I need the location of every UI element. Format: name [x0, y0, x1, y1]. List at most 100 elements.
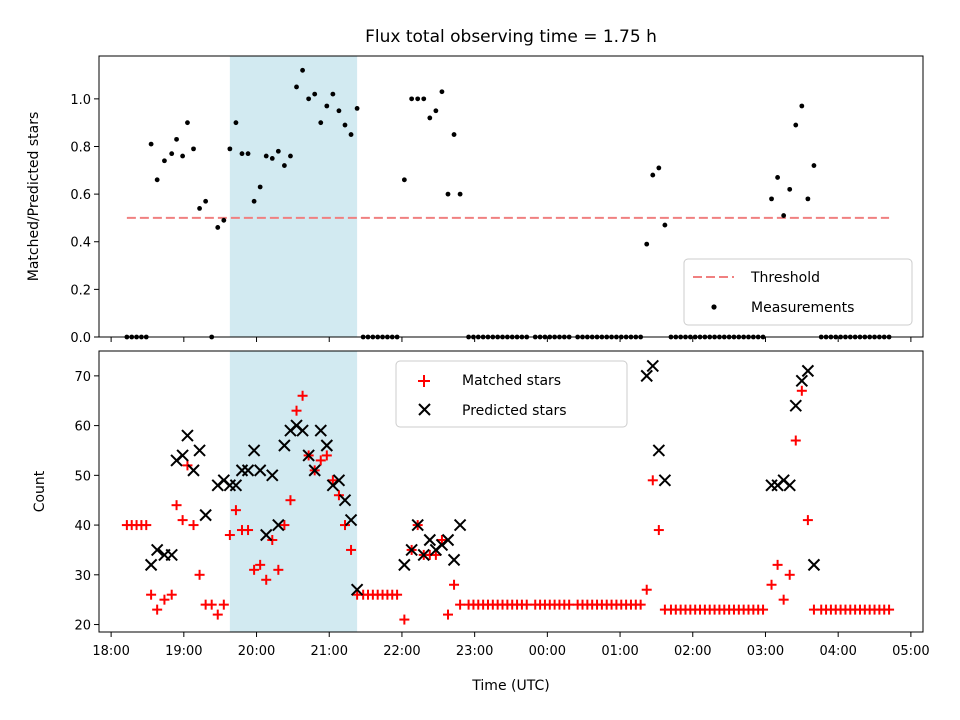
measurement-point: [451, 132, 457, 137]
matched-star-point: [339, 520, 350, 531]
top-axes-frame: [98, 55, 924, 338]
top-legend: Threshold Measurements: [683, 258, 913, 326]
matched-star-point: [171, 500, 182, 511]
measurement-point: [457, 191, 463, 197]
matched-star-point: [182, 460, 193, 471]
matched-star-point: [188, 520, 199, 531]
predicted-star-point: [447, 553, 461, 567]
y-tick-label: 1.0: [70, 93, 91, 108]
x-tick-label: 18:00: [92, 644, 129, 659]
top-y-ticks: 0.0 0.2 0.4 0.6 0.8 1.0: [70, 93, 99, 346]
matched-star-point: [790, 435, 801, 446]
x-tick-label: 03:00: [747, 644, 784, 659]
matched-star-point: [653, 525, 664, 536]
measurement-point: [421, 96, 427, 102]
matched-star-point: [218, 599, 229, 610]
predicted-star-point: [783, 479, 796, 492]
matched-star-point: [436, 534, 447, 545]
predicted-star-point: [344, 513, 358, 527]
measurement-point: [288, 153, 293, 159]
matched-star-point: [261, 574, 272, 585]
predicted-star-point: [658, 474, 672, 487]
predicted-star-point: [176, 449, 189, 462]
legend-threshold-label: Threshold: [750, 270, 820, 286]
top-legend-box: [683, 258, 913, 326]
predicted-star-point: [144, 558, 158, 572]
measurement-point: [263, 153, 269, 159]
measurement-point: [312, 91, 318, 97]
x-tick-label: 00:00: [529, 644, 566, 659]
predicted-star-point: [165, 548, 178, 562]
measurement-point: [245, 151, 251, 157]
matched-star-point: [392, 589, 403, 600]
predicted-star-point: [266, 469, 279, 482]
matched-star-point: [327, 475, 338, 486]
legend-matched-swatch: [418, 375, 430, 387]
y-tick-label: 40: [74, 519, 91, 534]
matched-star-point: [230, 505, 241, 516]
predicted-star-point: [807, 558, 821, 572]
matched-star-point: [647, 475, 658, 486]
predicted-star-point: [417, 548, 430, 562]
measurement-point: [148, 141, 154, 147]
matched-star-point: [449, 579, 460, 590]
matched-star-point: [279, 520, 290, 531]
measurement-point: [282, 163, 287, 168]
measurement-point: [154, 177, 160, 183]
measurement-point: [793, 122, 799, 128]
measurement-point: [330, 91, 336, 97]
measurement-point: [185, 120, 190, 126]
predicted-star-point: [338, 493, 352, 507]
measurement-point: [215, 225, 221, 230]
measurement-point: [439, 89, 445, 95]
predicted-star-point: [398, 558, 411, 572]
legend-predicted-swatch: [418, 403, 431, 416]
measurement-point: [197, 206, 202, 211]
predicted-star-point: [260, 528, 273, 542]
legend-matched-label: Matched stars: [462, 373, 561, 389]
measurement-point: [409, 96, 415, 102]
matched-star-point: [641, 584, 652, 595]
measurement-point: [162, 158, 167, 164]
measurement-point: [174, 136, 179, 142]
measurement-point: [318, 120, 324, 126]
measurement-point: [169, 151, 175, 157]
x-tick-label: 05:00: [892, 644, 929, 659]
matched-star-point: [521, 599, 532, 610]
measurement-point: [662, 222, 668, 228]
matched-star-point: [758, 604, 769, 615]
predicted-star-point: [765, 479, 778, 492]
matched-star-point: [146, 589, 157, 600]
bottom-legend-box: [395, 360, 628, 428]
matched-star-point: [442, 609, 453, 620]
measurement-point: [775, 175, 780, 180]
predicted-star-point: [423, 533, 437, 547]
measurement-point: [191, 146, 196, 152]
matched-star-point: [346, 544, 357, 555]
matched-star-point: [884, 604, 895, 615]
y-tick-label: 30: [74, 569, 91, 584]
bottom-panel: 20 30 40 50 60 70 18:00 19:00 20:00 21:00 22:00 23…: [32, 350, 930, 694]
measurement-point: [781, 213, 787, 218]
predicted-star-point: [801, 364, 815, 378]
x-tick-label: 02:00: [674, 644, 711, 659]
matched-star-point: [166, 589, 177, 600]
y-tick-label: 0.8: [70, 140, 91, 155]
top-shaded-region: [229, 56, 358, 337]
predicted-star-point: [646, 359, 659, 373]
matched-star-point: [273, 564, 284, 575]
bottom-legend: Matched stars Predicted stars: [395, 360, 628, 428]
measurement-point: [644, 241, 650, 247]
matched-star-point: [243, 525, 254, 536]
y-tick-label: 0.2: [70, 283, 91, 298]
measurement-point: [433, 108, 439, 114]
predicted-star-point: [411, 518, 424, 532]
predicted-star-point: [272, 518, 285, 532]
legend-measurements-swatch: [711, 304, 717, 310]
measurement-point: [787, 186, 793, 192]
measurement-point: [257, 184, 263, 190]
predicted-star-point: [247, 444, 261, 457]
predicted-star-point: [181, 429, 194, 442]
bottom-y-ticks: 20 30 40 50 60 70: [74, 370, 99, 634]
matched-stars-points: [121, 385, 895, 625]
